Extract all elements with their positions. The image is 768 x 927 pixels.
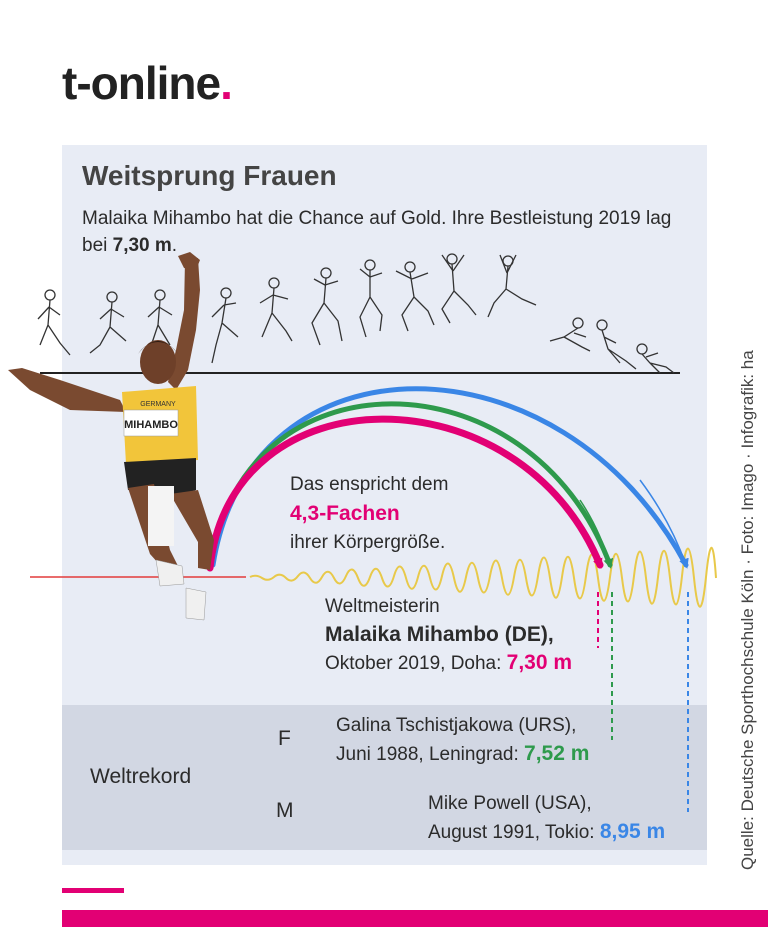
- men-record-detail: August 1991, Tokio:: [428, 822, 600, 843]
- men-record-detail-row: August 1991, Tokio: 8,95 m: [428, 818, 665, 847]
- world-champion-value: 7,30 m: [506, 651, 573, 674]
- world-record-label: Weltrekord: [90, 765, 192, 788]
- comparison-line-1: Das enspricht dem: [290, 474, 449, 495]
- page-title: Weitsprung Frauen: [82, 160, 337, 191]
- subtitle: Malaika Mihambo hat die Chance auf Gold.…: [82, 205, 682, 259]
- logo-text: t-online: [62, 57, 221, 109]
- men-record-name: Mike Powell (USA),: [428, 793, 592, 814]
- footer-accent-short: [62, 888, 124, 893]
- world-champion-block: Weltmeisterin Malaika Mihambo (DE), Okto…: [325, 593, 572, 678]
- arc-men-tail: [639, 479, 689, 569]
- comparison-highlight: 4,3-Fachen: [290, 502, 400, 525]
- athlete-bib: MIHAMBO: [124, 419, 178, 431]
- world-champion-name: Malaika Mihambo (DE),: [325, 623, 554, 646]
- logo-dot: .: [220, 57, 233, 109]
- arc-men-record: [210, 386, 689, 568]
- source-credit: Quelle: Deutsche Sporthochschule Köln · …: [738, 350, 757, 870]
- arc-women-tail: [579, 499, 614, 569]
- footer-accent-bar: [62, 910, 768, 927]
- men-record-value: 8,95 m: [599, 820, 666, 843]
- world-record-band: [62, 705, 707, 850]
- women-record-detail: Juni 1988, Leningrad:: [336, 744, 525, 765]
- athlete-photo: MIHAMBO GERMANY: [8, 252, 214, 621]
- world-champion-detail-row: Oktober 2019, Doha: 7,30 m: [325, 649, 572, 678]
- men-marker: M: [276, 799, 294, 822]
- women-record-detail-row: Juni 1988, Leningrad: 7,52 m: [336, 740, 589, 769]
- arc-mihambo: [206, 415, 604, 572]
- women-record-name: Galina Tschistjakowa (URS),: [336, 715, 577, 736]
- jump-sequence-illustration: [37, 253, 680, 374]
- subtitle-text: Malaika Mihambo hat die Chance auf Gold.…: [82, 208, 672, 256]
- women-record-value: 7,52 m: [524, 742, 590, 765]
- women-marker: F: [278, 727, 291, 750]
- subtitle-end: .: [171, 235, 178, 256]
- sand-pit: [249, 546, 717, 608]
- world-champion-label: Weltmeisterin: [325, 596, 440, 617]
- t-online-logo[interactable]: t-online.: [62, 56, 233, 110]
- women-record-block: Galina Tschistjakowa (URS), Juni 1988, L…: [336, 712, 589, 769]
- subtitle-value: 7,30 m: [112, 235, 172, 256]
- world-champion-detail: Oktober 2019, Doha:: [325, 653, 507, 674]
- men-record-block: Mike Powell (USA), August 1991, Tokio: 8…: [428, 790, 665, 847]
- comparison-text: Das enspricht dem 4,3-Fachen ihrer Körpe…: [290, 470, 448, 557]
- athlete-shirt-label: GERMANY: [140, 401, 176, 408]
- comparison-line-3: ihrer Körpergröße.: [290, 532, 446, 553]
